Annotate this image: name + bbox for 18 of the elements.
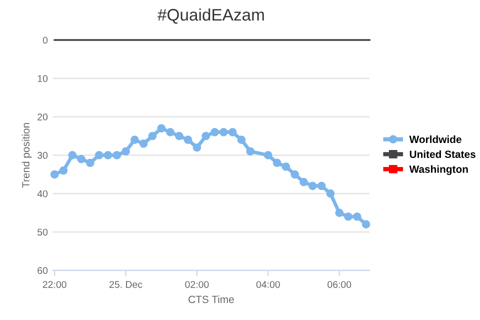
x-tick-label: 04:00 [256,281,280,288]
x-tick-label: 06:00 [328,281,352,288]
x-axis-title: CTS Time [188,295,234,304]
y-tick-label: 0 [42,36,48,44]
x-tick-label: 02:00 [185,281,209,288]
y-axis-title: Trend position [22,123,32,188]
legend-label: Worldwide [409,135,462,144]
legend-label: United States [410,150,476,158]
y-tick-label: 40 [37,190,48,198]
x-tick-label: 22:00 [42,281,66,288]
y-tick-label: 20 [38,114,48,120]
y-tick-label: 10 [38,75,48,82]
legend-label: Washington [409,165,468,175]
x-tick-label: 25. Dec [110,281,142,288]
chart-title: #QuaidEAzam [158,8,264,24]
y-tick-label: 30 [37,152,48,159]
y-tick-label: 60 [38,267,48,274]
y-tick-label: 50 [38,228,48,236]
